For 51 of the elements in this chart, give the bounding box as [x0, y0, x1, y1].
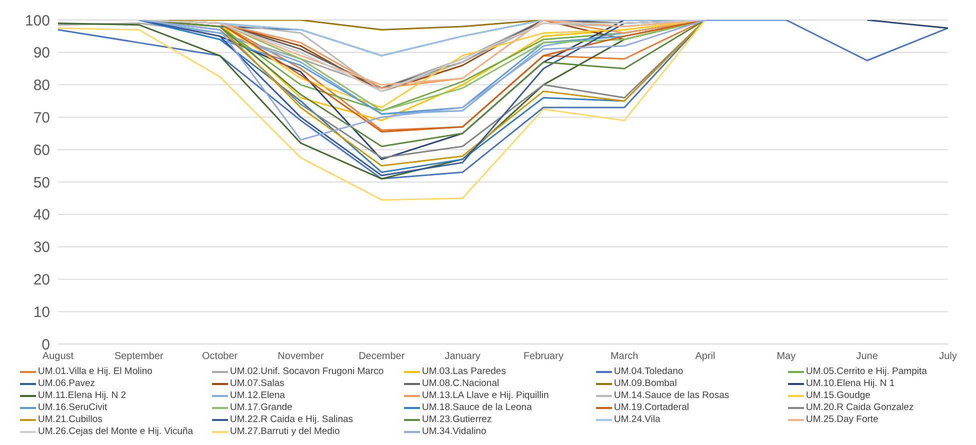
legend-label: UM.14.Sauce de las Rosas	[614, 390, 730, 402]
legend-label: UM.21.Cubillos	[38, 414, 102, 426]
x-tick-label: May	[776, 351, 796, 362]
legend-label: UM.34.Vidalino	[422, 426, 486, 438]
x-tick-label: March	[610, 351, 638, 362]
legend-label: UM.02.Unif. Socavon Frugoni Marco	[230, 366, 384, 378]
x-tick-label: December	[358, 351, 406, 362]
y-tick-label: 20	[33, 272, 50, 289]
x-tick-label: February	[523, 351, 564, 362]
x-tick-label: April	[695, 351, 716, 362]
y-tick-label: 50	[33, 174, 50, 192]
legend-label: UM.06.Pavez	[38, 378, 96, 390]
y-tick-label: 80	[33, 77, 50, 94]
legend-label: UM.27.Barruti y del Medio	[230, 426, 340, 438]
legend-label: UM.23.Gutierrez	[422, 414, 492, 426]
legend-label: UM.25.Day Forte	[806, 414, 878, 426]
y-tick-label: 0	[42, 336, 50, 354]
y-tick-label: 40	[33, 206, 50, 224]
legend-label: UM.16.SeruCivit	[38, 402, 108, 414]
legend-label: UM.17.Grande	[230, 402, 292, 414]
legend-label: UM.01.Villa e Hij. El Molino	[38, 366, 152, 378]
x-tick-label: September	[114, 351, 164, 362]
legend-label: UM.13.LA Llave e Hij. Piquillin	[422, 390, 549, 402]
y-tick-label: 10	[33, 304, 50, 321]
legend-label: UM.19.Cortaderal	[614, 402, 689, 414]
legend-label: UM.03.Las Paredes	[422, 366, 506, 378]
legend-label: UM.10.Elena Hij. N 1	[806, 378, 895, 390]
y-tick-label: 100	[24, 12, 50, 30]
x-tick-label: January	[444, 351, 480, 362]
legend-label: UM.04.Toledano	[614, 366, 684, 378]
legend-label: UM.05.Cerrito e Hij. Pampita	[806, 366, 927, 378]
legend-label: UM.18.Sauce de la Leona	[422, 402, 532, 414]
y-tick-label: 30	[33, 239, 50, 256]
legend-label: UM.11.Elena Hij. N 2	[38, 390, 126, 402]
x-tick-label: August	[42, 351, 74, 362]
legend-label: UM.26.Cejas del Monte e Hij. Vicuña	[38, 426, 194, 438]
legend-label: UM.24.Vila	[614, 414, 660, 426]
legend-label: UM.09.Bombal	[614, 378, 677, 390]
x-tick-label: June	[856, 351, 878, 362]
legend-label: UM.20.R Caida Gonzalez	[806, 402, 914, 414]
legend-label: UM.12.Elena	[230, 390, 285, 402]
legend-label: UM.15.Goudge	[806, 390, 870, 402]
x-tick-label: July	[939, 351, 957, 362]
legend-label: UM.22.R Caida e Hij. Salinas	[230, 414, 354, 426]
x-tick-label: October	[202, 351, 238, 362]
y-tick-label: 70	[33, 110, 50, 127]
legend-label: UM.07.Salas	[230, 378, 284, 390]
y-tick-label: 90	[33, 44, 50, 62]
legend-label: UM.08.C.Nacional	[422, 378, 500, 390]
x-tick-label: November	[278, 351, 324, 362]
y-tick-label: 60	[33, 142, 50, 159]
